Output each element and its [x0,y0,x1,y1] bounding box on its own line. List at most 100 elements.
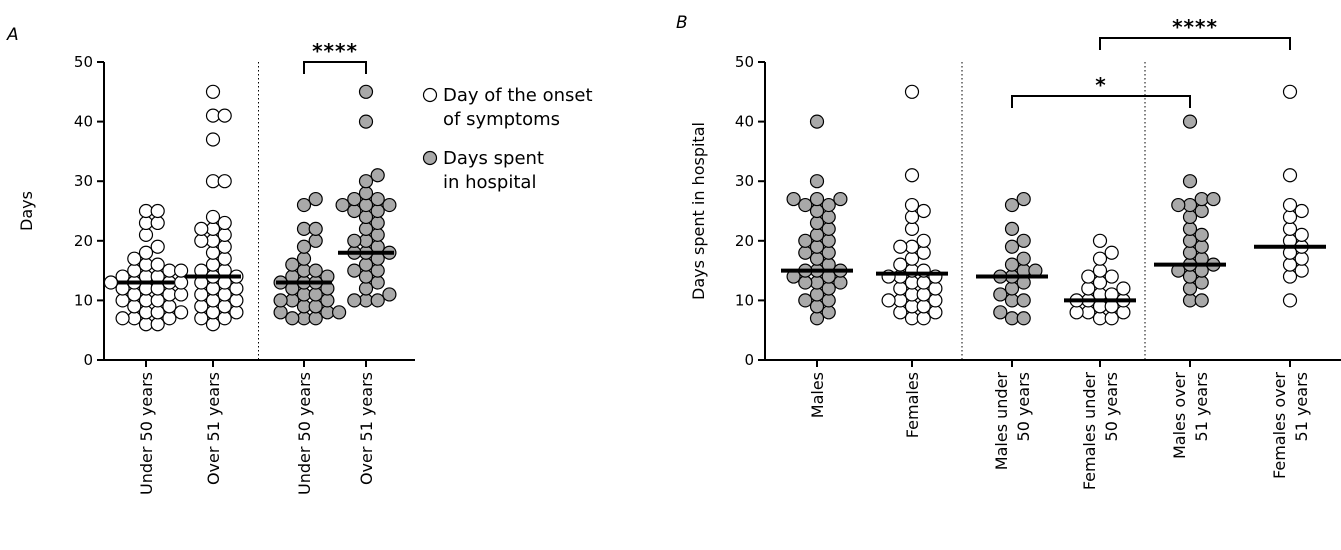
panel-a-data-point [205,317,221,332]
panel-b-data-point [904,239,920,254]
panel-b-category-label: 50 years [1102,372,1121,441]
panel-a-data-point [127,263,142,278]
panel-b-data-point [1092,263,1108,278]
panel-a-data-point [217,299,232,314]
panel-a-category-label: Over 51 years [204,372,223,485]
panel-b-data-point [821,305,836,320]
panel-a-data-point [296,221,312,236]
panel-b-data-point [916,311,931,326]
panel-a-data-point [205,221,221,236]
panel-b: B 0 10 20 30 40 50 Days spent in hospital Males F… [676,13,1341,490]
panel-b-data-point [1016,191,1031,207]
panel-b-data-point [904,221,920,236]
panel-b-data-point [1182,221,1198,236]
panel-b-data-point [821,209,836,225]
panel-a-data-point [194,287,209,302]
legend-label: of symptoms [443,109,560,130]
panel-a-data-point [308,299,323,314]
panel-a-data-point [370,168,385,183]
panel-b-data-point [893,305,908,320]
panel-b-data-point [904,275,920,290]
panel-a-y-tick-label: 30 [74,172,93,190]
panel-b-category-label: 50 years [1014,372,1033,441]
panel-b-data-point [1092,251,1108,266]
panel-b-y-tick-label: 40 [735,113,754,131]
panel-b-data-point [916,299,931,314]
panel-b-data-point [893,281,908,296]
panel-b-data-point [809,191,825,207]
panel-b-data-point [1206,191,1221,207]
panel-b-data-point [1182,281,1198,296]
panel-a-data-point [138,293,154,308]
panel-a-data-point [138,245,154,260]
panel-a-data-point [127,287,142,302]
panel-b-data-point [809,251,825,266]
panel-b-category-label: Females [903,372,922,438]
panel-a-data-point [205,281,221,296]
panel-a-data-point [205,209,221,225]
panel-b-significance-label: **** [1172,15,1218,39]
panel-a-category-label: Under 50 years [137,372,156,495]
panel-b-data-point [809,215,825,231]
panel-a-data-point [273,305,288,320]
panel-a-data-point [174,287,189,302]
panel-b-data-point [904,209,920,225]
panel-b-data-point [1194,293,1209,308]
panel-a-data-point [150,293,165,308]
panel-a-data-point [194,311,209,326]
legend-marker [422,150,438,166]
panel-b-data-point [1081,305,1096,320]
panel-b-data-point [1282,221,1298,236]
panel-a-y-tick-label: 50 [74,53,93,71]
panel-b-data-point [798,233,813,248]
panel-b-data-point [798,275,813,290]
panel-b-significance-bracket [1011,95,1191,108]
panel-a-data-point [296,287,312,302]
panel-b-category-label: 51 years [1292,372,1311,441]
panel-a-data-point [217,108,232,123]
panel-b-data-point [916,245,931,260]
panel-b-data-point [1282,293,1298,308]
panel-b-data-point [1016,311,1031,326]
panel-b-category-label: Females over [1270,372,1289,479]
panel-a-data-point [358,257,374,272]
panel-a-data-point [358,84,374,99]
panel-b-data-point [904,251,920,266]
panel-b-data-point [1182,233,1198,248]
panel-a-data-point [205,245,221,260]
panel-b-data-point [798,197,813,213]
panel-b-data-point [1016,251,1031,266]
panel-a-data-point [308,263,323,278]
panel-b-data-point [786,191,801,207]
panel-b-data-point [809,275,825,290]
panel-b-data-point [821,197,836,213]
panel-b-category-label: 51 years [1192,372,1211,441]
panel-b-data-point [1294,227,1309,242]
panel-b-data-point [1116,281,1131,296]
panel-b-data-point [1282,269,1298,284]
panel-b-data-point [809,114,825,129]
panel-b-data-point [833,275,848,290]
panel-a-data-point [370,215,385,231]
panel-b-data-point [1116,305,1131,320]
panel-a-data-point [370,293,385,308]
panel-a-data-point [217,174,232,189]
panel-a-data-point [320,305,335,320]
panel-b-data-point [916,287,931,302]
panel-b-data-point [809,311,825,326]
panel-a-data-point [162,287,177,302]
panel-a-data-point [217,215,232,231]
panel-b-data-point [1081,269,1096,284]
panel-a-data-point [138,317,154,332]
panel-b-data-point [1282,257,1298,272]
panel-b-data-point [833,191,848,207]
panel-a-data-point [217,239,232,254]
panel-b-data-point [1182,114,1198,129]
panel-b-data-point [809,287,825,302]
panel-a-data-point [308,191,323,207]
panel-b-data-point [1182,293,1198,308]
panel-b-data-point [809,203,825,219]
panel-a-data-point [347,233,362,248]
panel-a-data-point [285,257,300,272]
panel-a-data-point [217,227,232,242]
